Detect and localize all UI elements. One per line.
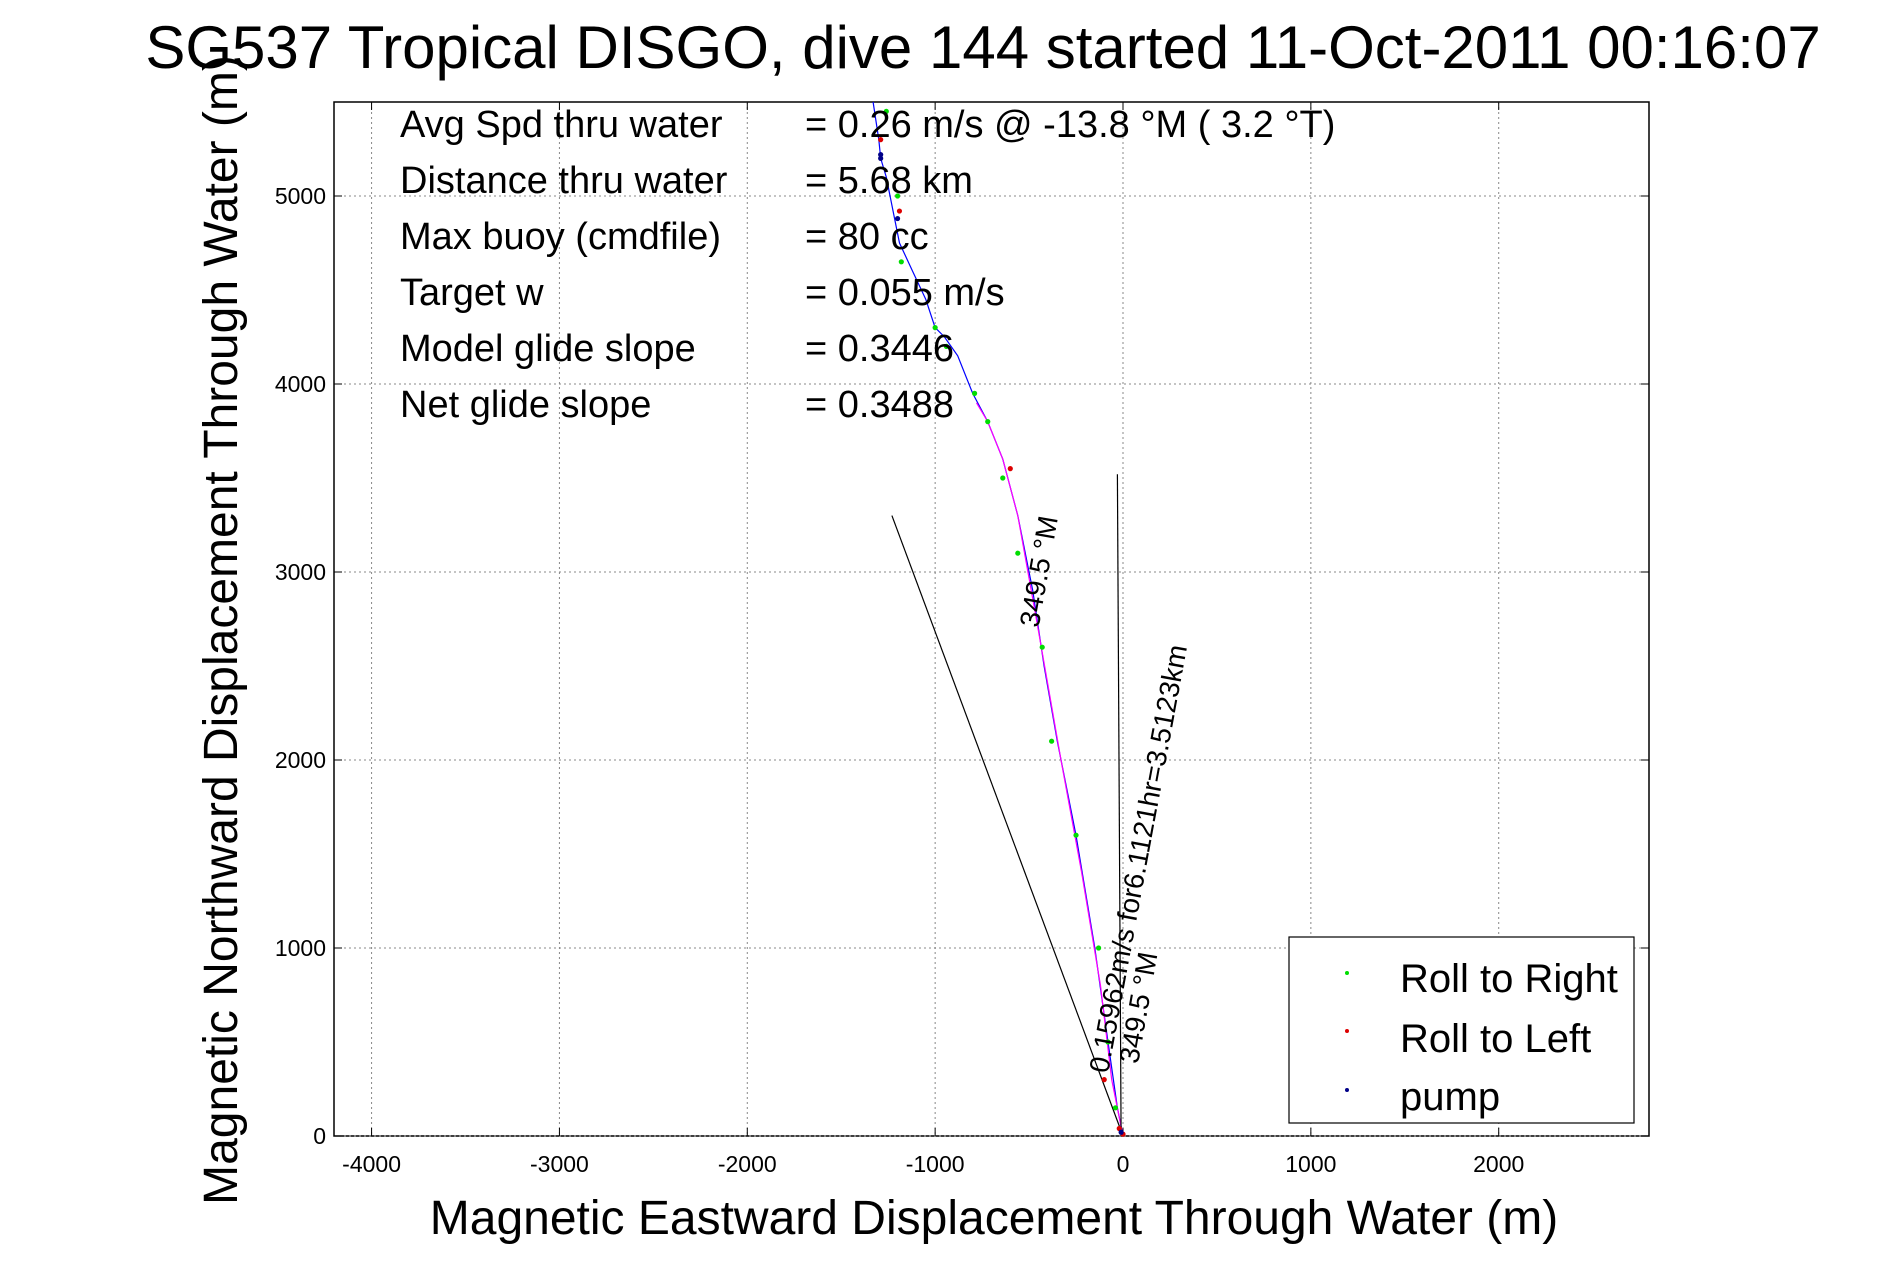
series-point-2 [894,215,901,222]
stat-value: = 5.68 km [805,160,973,202]
legend-marker-roll-right [1345,971,1349,975]
stat-value: = 0.3446 [805,328,954,370]
y-tick-label: 1000 [275,935,326,961]
series-point-0 [894,193,901,199]
series-point-0 [985,419,991,425]
series-point-1 [1007,466,1013,472]
stat-value: = 80 cc [805,216,929,258]
series-point-0 [971,390,978,396]
series-line-4 [975,402,1124,1137]
stat-label: Max buoy (cmdfile) [400,216,721,258]
series-line-6 [1116,474,1122,1137]
series-point-2 [1118,1129,1124,1135]
series-point-1 [878,137,884,143]
stat-value: = 0.26 m/s @ -13.8 °M ( 3.2 °T) [805,104,1335,146]
y-tick-label: 3000 [275,559,326,585]
series-point-0 [1000,475,1006,481]
series-point-0 [1015,550,1021,556]
series-point-0 [1105,1039,1111,1045]
series-point-1 [896,208,903,214]
x-tick-label: -4000 [342,1151,401,1177]
y-axis-ticks: 0 1000 2000 3000 4000 5000 [275,183,1649,1149]
legend: Roll to Right Roll to Left pump [1288,936,1635,1124]
stat-label: Model glide slope [400,328,696,370]
x-tick-label: -1000 [906,1151,965,1177]
series-point-0 [1073,832,1079,838]
stat-label: Distance thru water [400,160,728,202]
series-point-0 [883,108,889,114]
x-tick-label: 1000 [1285,1151,1336,1177]
stat-label: Avg Spd thru water [400,104,723,146]
x-tick-label: 2000 [1473,1151,1524,1177]
series-point-1 [1101,1077,1107,1083]
series-point-2 [878,152,884,158]
series-point-2 [878,155,884,161]
x-tick-label: 0 [1117,1151,1130,1177]
legend-label-roll-left: Roll to Left [1400,1017,1591,1061]
series-point-0 [932,325,938,331]
legend-label-roll-right: Roll to Right [1400,957,1618,1001]
stat-label: Net glide slope [400,384,651,426]
y-tick-label: 5000 [275,183,326,209]
x-axis-label: Magnetic Eastward Displacement Through W… [430,1192,1558,1245]
series-group [872,101,1126,1137]
stat-value: = 0.3488 [805,384,954,426]
y-tick-label: 4000 [275,371,326,397]
series-line-5 [891,515,1124,1137]
legend-label-pump: pump [1400,1075,1500,1119]
x-tick-label: -2000 [718,1151,777,1177]
series-point-0 [1049,738,1055,744]
series-point-0 [943,343,950,349]
x-tick-label: -3000 [530,1151,589,1177]
series-point-0 [1112,1105,1119,1111]
y-axis-label: Magnetic Northward Displacement Through … [195,55,248,1205]
stat-value: = 0.055 m/s [805,272,1005,314]
series-point-0 [1039,644,1045,650]
stats-block: Avg Spd thru water = 0.26 m/s @ -13.8 °M … [400,104,1335,426]
stat-label: Target w [400,272,544,314]
legend-marker-roll-left [1345,1029,1349,1033]
series-point-0 [898,259,904,265]
y-tick-label: 0 [313,1123,326,1149]
chart-title: SG537 Tropical DISGO, dive 144 started 1… [145,14,1820,81]
series-point-0 [1095,945,1102,951]
y-tick-label: 2000 [275,747,326,773]
x-axis-ticks: -4000 -3000 -2000 -1000 0 1000 2000 [342,102,1524,1177]
legend-marker-pump [1345,1088,1349,1092]
